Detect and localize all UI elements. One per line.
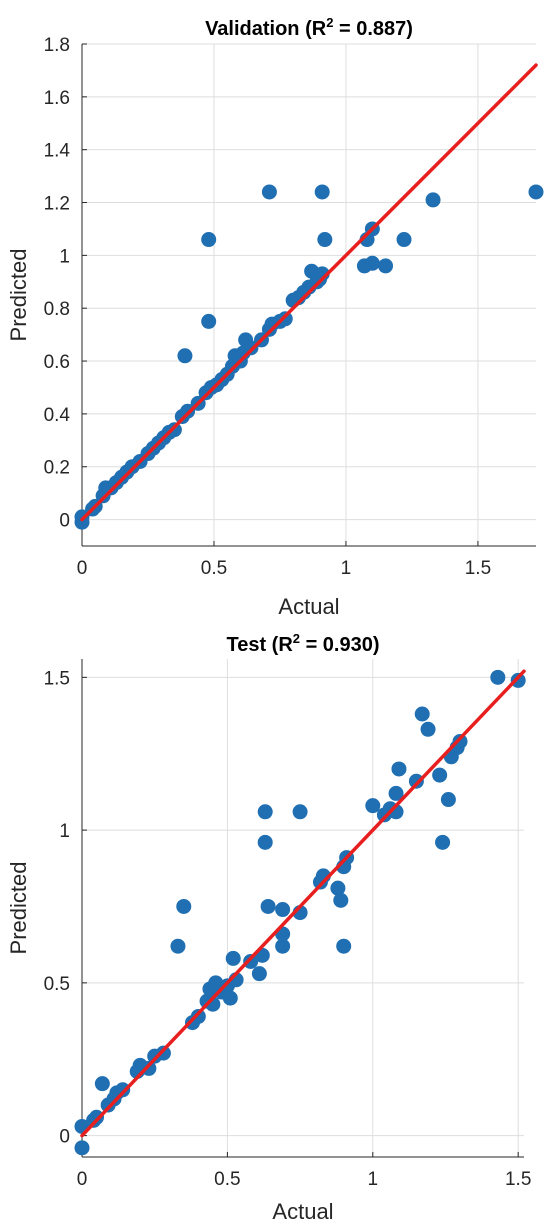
data-point	[275, 938, 291, 954]
data-point	[425, 192, 441, 208]
data-point	[166, 422, 182, 438]
y-tick-label: 0.6	[44, 352, 70, 373]
data-point	[365, 798, 381, 814]
y-tick-label: 1.6	[44, 88, 70, 109]
data-point	[364, 255, 380, 271]
data-point	[414, 706, 430, 722]
data-point	[94, 1076, 110, 1092]
chart-title: Validation (R2 = 0.887)	[205, 15, 413, 40]
data-point	[420, 721, 436, 737]
x-tick-label: 0	[77, 558, 88, 579]
data-point	[180, 403, 196, 419]
data-point	[391, 761, 407, 777]
data-point	[528, 184, 544, 200]
data-point	[435, 834, 451, 850]
y-tick-label: 1	[59, 821, 70, 842]
x-tick-label: 0	[77, 1169, 88, 1190]
data-point	[261, 184, 277, 200]
data-point	[510, 672, 526, 688]
data-marks	[74, 63, 544, 530]
data-point	[115, 1082, 131, 1098]
data-point	[333, 892, 349, 908]
data-point	[277, 311, 293, 327]
chart-title-prefix: Validation (R	[205, 18, 327, 40]
y-tick-label: 0.2	[44, 458, 70, 479]
data-point	[452, 733, 468, 749]
chart-title-suffix: = 0.930)	[300, 634, 380, 656]
y-tick-label: 0.4	[44, 405, 71, 426]
data-point	[243, 953, 259, 969]
chart-title: Test (R2 = 0.930)	[226, 631, 379, 656]
y-tick-label: 1.5	[44, 668, 70, 689]
y-axis-label: Predicted	[6, 862, 31, 955]
y-tick-label: 0	[59, 511, 70, 532]
data-point	[408, 773, 424, 789]
x-axis-label: Actual	[278, 594, 339, 619]
fit-line	[80, 669, 526, 1138]
data-point	[378, 258, 394, 274]
data-point	[432, 767, 448, 783]
data-point	[257, 804, 273, 820]
data-point	[490, 669, 506, 685]
data-point	[222, 990, 238, 1006]
data-point	[260, 898, 276, 914]
data-point	[74, 1140, 90, 1156]
data-point	[201, 232, 217, 248]
data-point	[89, 1109, 105, 1125]
y-tick-label: 0.8	[44, 299, 70, 320]
fit-line	[80, 63, 538, 522]
y-tick-label: 0	[59, 1127, 70, 1148]
data-marks	[74, 669, 526, 1156]
data-point	[170, 938, 186, 954]
data-point	[314, 184, 330, 200]
data-point	[388, 785, 404, 801]
data-point	[330, 880, 346, 896]
y-tick-label: 1.4	[44, 141, 71, 162]
data-point	[396, 232, 412, 248]
data-point	[190, 1008, 206, 1024]
data-point	[201, 313, 217, 329]
y-tick-label: 1.2	[44, 194, 70, 215]
x-tick-label: 1.5	[465, 558, 491, 579]
x-tick-label: 0.5	[201, 558, 227, 579]
data-point	[225, 950, 241, 966]
data-point	[177, 348, 193, 364]
test-panel: 0 0.5 1 1.5 0 0.5 1 1.5 Test (R2 = 0.930) Actual P…	[6, 631, 531, 1224]
x-tick-label: 1	[368, 1169, 379, 1190]
x-tick-label: 1	[341, 558, 352, 579]
y-axis-label: Predicted	[6, 249, 31, 342]
data-point	[251, 966, 267, 982]
chart-title-superscript: 2	[326, 15, 333, 30]
x-tick-label: 1.5	[505, 1169, 531, 1190]
data-point	[336, 938, 352, 954]
chart-title-suffix: = 0.887)	[333, 18, 413, 40]
data-point	[176, 898, 192, 914]
data-point	[141, 1060, 157, 1076]
x-tick-label: 0.5	[214, 1169, 240, 1190]
data-point	[257, 834, 273, 850]
y-tick-label: 0.5	[44, 974, 70, 995]
data-point	[292, 804, 308, 820]
data-point	[440, 792, 456, 808]
data-point	[317, 232, 333, 248]
data-point	[155, 1045, 171, 1061]
y-tick-label: 1	[59, 246, 70, 267]
data-point	[74, 509, 90, 525]
data-point	[243, 340, 259, 356]
chart-title-superscript: 2	[293, 631, 300, 646]
y-tick-label: 1.8	[44, 35, 70, 56]
validation-panel: 0 0.5 1 1.5 0 0.2 0.4 0.6 0.8 1 1.2 1.4 1.6 1.8 Valida…	[6, 15, 544, 619]
chart-title-prefix: Test (R	[226, 634, 293, 656]
data-point	[275, 902, 291, 918]
x-axis-label: Actual	[272, 1199, 333, 1224]
